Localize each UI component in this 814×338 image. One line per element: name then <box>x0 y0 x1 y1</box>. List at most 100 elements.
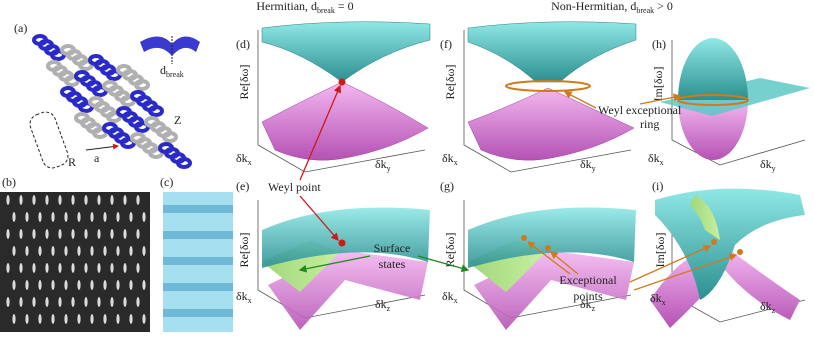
sem-dot <box>19 229 23 239</box>
arrow <box>633 253 738 291</box>
text: δk <box>236 151 248 165</box>
text: z <box>592 304 596 313</box>
text: x <box>248 158 252 167</box>
sem-dot <box>32 195 36 205</box>
sem-dot <box>77 246 81 256</box>
axis-label: Re[δω] <box>443 233 457 268</box>
sem-dot <box>103 212 107 222</box>
sem-dot <box>45 229 49 239</box>
sem-dot <box>6 263 10 273</box>
sem-dot <box>136 297 140 307</box>
sem-dot <box>38 314 42 324</box>
sem-dot <box>90 314 94 324</box>
arrow <box>629 245 712 283</box>
panel-label: (h) <box>652 37 666 51</box>
sem-dot <box>25 246 29 256</box>
sem-dot <box>77 212 81 222</box>
sem-dot <box>84 195 88 205</box>
stripe <box>163 283 233 291</box>
sem-dot <box>110 263 114 273</box>
sem-dot <box>77 314 81 324</box>
panel-label: (a) <box>14 21 27 35</box>
text: x <box>454 296 458 305</box>
panel-label: (f) <box>440 37 452 51</box>
sem-dot <box>58 297 62 307</box>
sem-dot <box>71 297 75 307</box>
sem-dot <box>129 246 133 256</box>
text: break <box>166 70 184 79</box>
text: y <box>592 164 596 173</box>
text: δk <box>580 297 592 311</box>
arrow <box>298 255 371 273</box>
sem-dot <box>97 195 101 205</box>
axis-label: δkz <box>375 297 391 313</box>
sem-dot <box>110 229 114 239</box>
text: δk <box>442 289 454 303</box>
text: δk <box>760 299 772 313</box>
sem-dot <box>84 297 88 307</box>
sem-dot <box>71 263 75 273</box>
axis-label: δkz <box>580 297 596 313</box>
text: δk <box>648 151 660 165</box>
sem-dot <box>58 229 62 239</box>
sem-dot <box>142 246 146 256</box>
axis-label: Re[δω] <box>443 65 457 100</box>
sem-dot <box>116 280 120 290</box>
sem-dot <box>58 195 62 205</box>
arrow <box>299 195 339 241</box>
sem-dot <box>136 195 140 205</box>
sem-dot <box>51 246 55 256</box>
axis-label: δkx <box>650 291 666 307</box>
sem-dot <box>116 212 120 222</box>
sem-dot <box>12 212 16 222</box>
stripe <box>163 205 233 213</box>
sem-features <box>6 195 146 324</box>
annotation: states <box>379 257 406 271</box>
text: break <box>317 6 335 15</box>
panel-label: (e) <box>236 179 249 193</box>
helix-turn <box>134 79 150 91</box>
label: a <box>94 151 100 165</box>
side-features <box>163 205 233 317</box>
sem-dot <box>51 212 55 222</box>
sem-dot <box>97 229 101 239</box>
sem-dot <box>123 263 127 273</box>
sem-dot <box>6 229 10 239</box>
panel-label: (g) <box>440 179 454 193</box>
sem-dot <box>71 195 75 205</box>
sem-dot <box>32 297 36 307</box>
sem-dot <box>12 246 16 256</box>
sem-dot <box>32 229 36 239</box>
helix-turn <box>162 131 178 143</box>
sem-dot <box>116 246 120 256</box>
text: > 0 <box>654 0 673 13</box>
sem-dot <box>142 280 146 290</box>
axis-label: δky <box>375 157 391 173</box>
sem-dot <box>25 314 29 324</box>
annotation: points <box>573 289 603 303</box>
text: y <box>772 164 776 173</box>
panel-g-plot <box>463 200 636 330</box>
sem-dot <box>38 280 42 290</box>
text: δk <box>650 291 662 305</box>
sem-dot <box>25 212 29 222</box>
sem-dot <box>58 263 62 273</box>
axis-label: δky <box>580 157 596 173</box>
text: δk <box>580 157 592 171</box>
sem-dot <box>103 246 107 256</box>
panel-d-plot <box>257 21 431 173</box>
header: Hermitian, dbreak = 0 <box>256 0 353 15</box>
text: break <box>636 6 654 15</box>
text: = 0 <box>335 0 354 13</box>
sem-dot <box>90 246 94 256</box>
sem-dot <box>103 314 107 324</box>
header: Non-Hermitian, dbreak > 0 <box>551 0 673 15</box>
a-arrow <box>85 143 119 151</box>
label: Z <box>174 113 181 127</box>
sem-dot <box>19 297 23 307</box>
text: x <box>660 158 664 167</box>
text: Non-Hermitian, d <box>551 0 636 13</box>
text: δk <box>760 157 772 171</box>
stripe <box>163 257 233 265</box>
